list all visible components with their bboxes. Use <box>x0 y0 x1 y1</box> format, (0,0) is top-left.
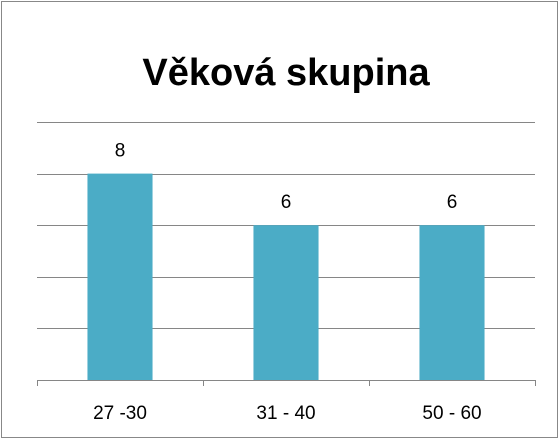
data-label: 8 <box>115 141 126 162</box>
data-label: 6 <box>281 192 292 213</box>
x-tick-label: 31 - 40 <box>256 403 315 424</box>
x-tick-label: 27 -30 <box>93 403 147 424</box>
bar <box>87 173 153 380</box>
x-tick-label: 50 - 60 <box>422 403 481 424</box>
bar <box>253 225 319 380</box>
bar <box>419 225 485 380</box>
chart-title: Věková skupina <box>142 52 430 94</box>
data-label: 6 <box>447 192 458 213</box>
